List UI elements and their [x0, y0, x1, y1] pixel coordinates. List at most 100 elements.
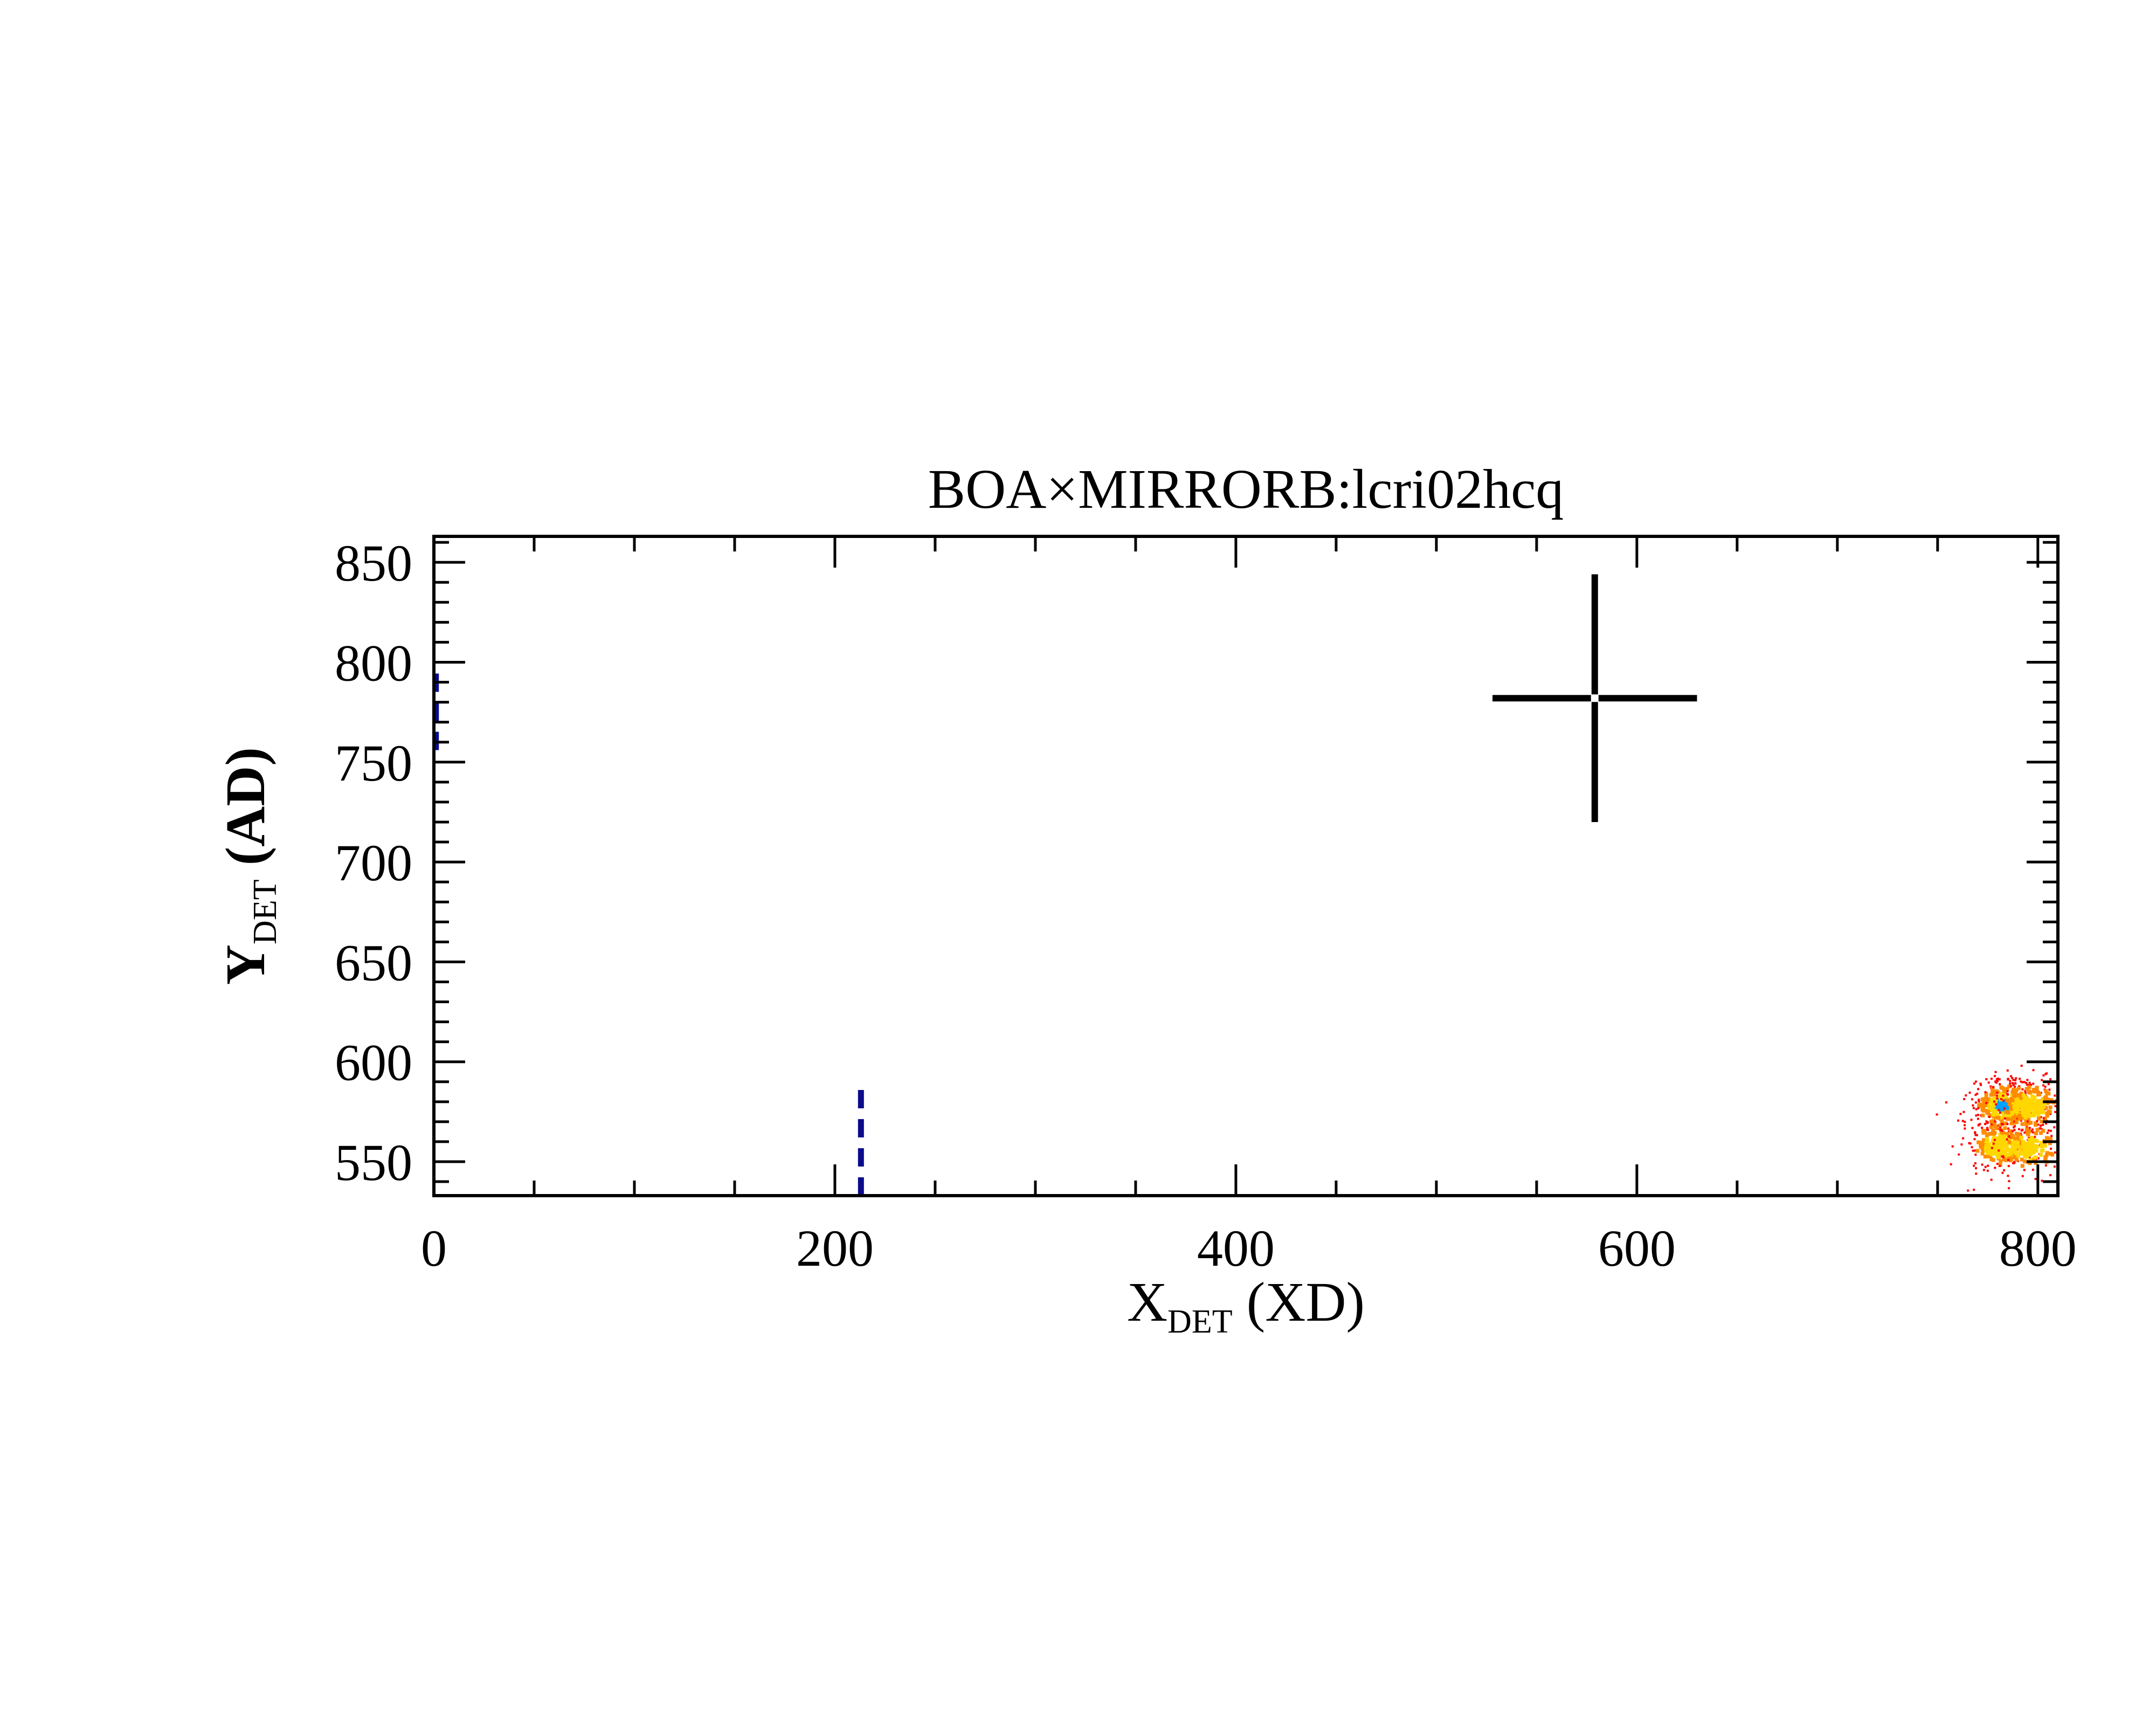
- scatter-point: [2021, 1175, 2024, 1177]
- scatter-point: [1960, 1143, 1963, 1146]
- scatter-point: [2019, 1135, 2023, 1140]
- scatter-point: [2032, 1069, 2035, 1072]
- scatter-point: [2002, 1089, 2006, 1093]
- scatter-point: [2035, 1086, 2039, 1090]
- scatter-point: [2010, 1090, 2015, 1094]
- scatter-point: [2034, 1149, 2038, 1153]
- scatter-point: [1989, 1125, 1993, 1129]
- scatter-point: [2040, 1144, 2044, 1148]
- scatter-point: [1995, 1138, 1999, 1142]
- scatter-point: [2003, 1095, 2008, 1099]
- scatter-point: [2005, 1099, 2009, 1103]
- scatter-point: [2017, 1086, 2021, 1091]
- y-tick-label: 650: [335, 934, 412, 991]
- scatter-point: [1989, 1152, 1994, 1156]
- scatter-point: [2022, 1112, 2027, 1116]
- scatter-point: [1980, 1084, 1982, 1086]
- scatter-point: [2040, 1116, 2042, 1119]
- scatter-point: [1998, 1078, 2001, 1081]
- scatter-point: [2020, 1129, 2023, 1132]
- scatter-point: [2013, 1126, 2015, 1129]
- scatter-point: [2026, 1125, 2028, 1128]
- scatter-point: [2044, 1095, 2048, 1099]
- scatter-point: [2013, 1129, 2016, 1131]
- scatter-point: [1974, 1167, 1977, 1170]
- scatter-point: [1986, 1132, 1991, 1136]
- scatter-point: [2028, 1140, 2033, 1144]
- scatter-point: [2021, 1140, 2026, 1144]
- scatter-point: [2019, 1143, 2023, 1147]
- scatter-point: [2027, 1085, 2031, 1089]
- y-tick-label: 800: [335, 634, 412, 692]
- scatter-point: [1973, 1164, 1975, 1167]
- scatter-point: [1975, 1114, 1978, 1117]
- scatter-point: [2012, 1084, 2015, 1087]
- scatter-point: [2030, 1102, 2034, 1107]
- scatter-point: [2006, 1090, 2009, 1093]
- scatter-point: [2015, 1111, 2020, 1115]
- scatter-point: [2027, 1137, 2031, 1142]
- scatter-point: [2028, 1127, 2031, 1129]
- scatter-point: [2018, 1149, 2022, 1153]
- scatter-point: [1992, 1142, 1995, 1145]
- scatter-point: [2016, 1093, 2020, 1098]
- scatter-point: [2030, 1142, 2034, 1146]
- scatter-point: [1986, 1122, 1988, 1124]
- scatter-point: [1996, 1155, 2000, 1160]
- scatter-point: [1991, 1119, 1995, 1123]
- scatter-point: [1996, 1136, 2001, 1140]
- scatter-point: [1999, 1127, 2001, 1129]
- scatter-point: [1973, 1138, 1976, 1141]
- scatter-point: [2034, 1144, 2038, 1148]
- scatter-point: [1990, 1078, 1993, 1080]
- scatter-point: [1984, 1102, 1988, 1107]
- scatter-point: [2029, 1121, 2033, 1125]
- scatter-point: [2002, 1156, 2005, 1158]
- scatter-point: [1979, 1143, 1983, 1147]
- scatter-point: [1991, 1100, 1995, 1104]
- scatter-point: [2020, 1080, 2022, 1083]
- scatter-point: [1999, 1083, 2001, 1086]
- scatter-point: [2002, 1094, 2005, 1097]
- scatter-point: [2002, 1099, 2005, 1102]
- scatter-point: [1999, 1105, 2003, 1109]
- scatter-point: [2014, 1140, 2019, 1144]
- scatter-point: [2048, 1110, 2052, 1114]
- x-tick-label: 400: [1197, 1219, 1275, 1277]
- scatter-point: [2033, 1106, 2037, 1110]
- scatter-point: [1970, 1119, 1973, 1121]
- scatter-point: [1996, 1080, 1999, 1082]
- scatter-point: [1977, 1114, 1980, 1116]
- scatter-point: [2013, 1120, 2016, 1123]
- scatter-point: [2042, 1123, 2044, 1126]
- scatter-point: [1987, 1113, 1992, 1117]
- scatter-point: [1977, 1104, 1981, 1108]
- scatter-point: [1988, 1115, 1991, 1118]
- scatter-point: [2028, 1105, 2033, 1109]
- scatter-point: [2044, 1089, 2048, 1093]
- scatter-point: [2014, 1120, 2019, 1124]
- scatter-point: [1985, 1078, 1988, 1081]
- scatter-point: [1974, 1149, 1977, 1152]
- scatter-point: [2028, 1146, 2033, 1150]
- scatter-point: [1957, 1119, 1959, 1122]
- scatter-point: [1973, 1189, 1975, 1191]
- scatter-point: [1984, 1165, 1987, 1168]
- scatter-point: [2023, 1169, 2026, 1171]
- scatter-point: [2015, 1098, 2019, 1102]
- scatter-point: [2049, 1129, 2052, 1132]
- scatter-point: [1996, 1103, 2001, 1107]
- scatter-point: [2003, 1100, 2008, 1105]
- x-tick-label: 600: [1598, 1219, 1676, 1277]
- scatter-point: [2054, 1105, 2057, 1108]
- scatter-point: [1986, 1127, 1989, 1129]
- scatter-point: [2041, 1129, 2046, 1133]
- scatter-point: [1992, 1107, 1996, 1112]
- scatter-point: [2019, 1078, 2021, 1080]
- y-axis-label: YDET (AD): [215, 747, 284, 985]
- scatter-point: [1984, 1149, 1988, 1153]
- scatter-point: [2016, 1117, 2019, 1120]
- scatter-point: [2010, 1109, 2015, 1114]
- scatter-point: [1974, 1080, 1977, 1083]
- scatter-point: [1974, 1134, 1977, 1136]
